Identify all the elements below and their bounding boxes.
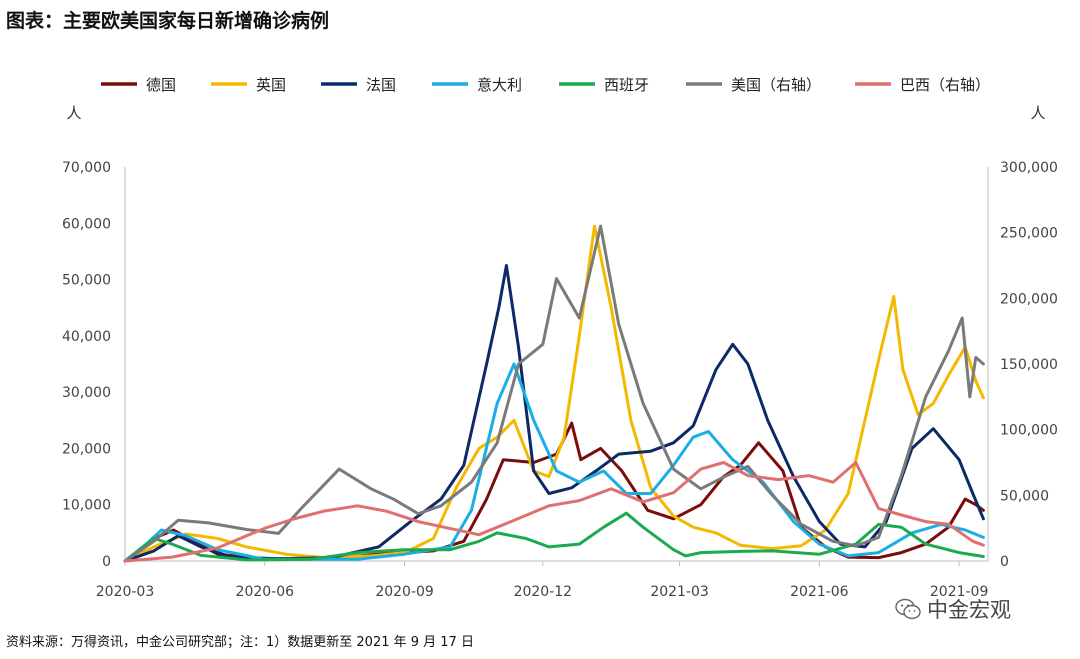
x-tick-label: 2021-09 [930,584,989,600]
left-tick-label: 10,000 [62,498,111,514]
legend-label-0: 德国 [146,76,176,94]
right-tick-label: 100,000 [1000,423,1058,439]
left-axis-unit: 人 [66,104,81,122]
left-tick-label: 30,000 [62,385,111,401]
wechat-icon [895,598,921,620]
x-tick-label: 2021-03 [650,584,709,600]
series-line-5 [123,224,985,563]
series-line-2 [123,264,985,563]
series-line-4 [123,511,985,563]
right-axis-unit: 人 [1030,104,1045,122]
legend-label-3: 意大利 [477,76,522,94]
right-tick-label: 150,000 [1000,357,1058,373]
x-tick-label: 2020-06 [236,584,295,600]
left-tick-label: 70,000 [62,160,111,176]
legend-label-1: 英国 [256,76,286,94]
source-note: 资料来源：万得资讯，中金公司研究部；注：1）数据更新至 2021 年 9 月 1… [6,635,474,650]
series-line-6 [123,461,985,563]
x-tick-label: 2020-09 [375,584,434,600]
right-tick-label: 0 [1000,554,1009,570]
left-tick-label: 60,000 [62,216,111,232]
legend-label-2: 法国 [366,76,396,94]
right-tick-label: 250,000 [1000,226,1058,242]
left-tick-label: 40,000 [62,329,111,345]
left-tick-label: 0 [102,554,111,570]
watermark-text: 中金宏观 [927,598,1011,622]
legend: 德国 英国 法国 意大利 西班牙 美国（右轴） 巴西（右轴） [101,76,990,94]
left-tick-label: 20,000 [62,441,111,457]
left-tick-label: 50,000 [62,273,111,289]
x-tick-label: 2020-03 [96,584,155,600]
series-layer [123,224,985,563]
axes: 0 10,000 20,000 30,000 40,000 50,000 60,000 70,… [62,104,1058,600]
legend-label-4: 西班牙 [604,76,649,94]
right-tick-label: 300,000 [1000,160,1058,176]
chart-title: 图表：主要欧美国家每日新增确诊病例 [6,10,330,32]
right-tick-label: 50,000 [1000,488,1049,504]
x-tick-label: 2021-06 [790,584,849,600]
legend-label-5: 美国（右轴） [731,76,821,94]
x-tick-label: 2020-12 [514,584,573,600]
watermark: 中金宏观 [895,594,1011,624]
legend-label-6: 巴西（右轴） [900,76,990,94]
series-line-1 [123,224,985,563]
right-tick-label: 200,000 [1000,291,1058,307]
